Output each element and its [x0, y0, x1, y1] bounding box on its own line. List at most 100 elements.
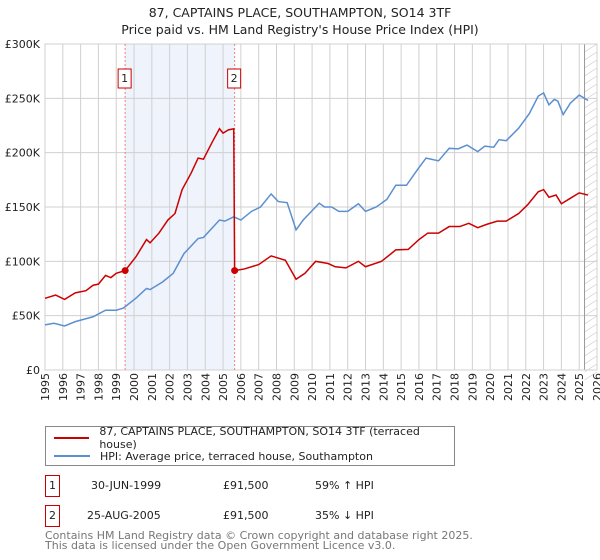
- sale-point: [121, 267, 129, 275]
- x-tick-label: 2004: [199, 373, 212, 401]
- chart-subtitle: Price paid vs. HM Land Registry's House …: [121, 22, 479, 37]
- sale-marker-label: 2: [231, 72, 238, 85]
- y-tick-label: £50K: [12, 310, 41, 323]
- forecast-hatch: [584, 75, 598, 85]
- forecast-hatch: [584, 355, 598, 365]
- x-tick-label: 2020: [484, 373, 497, 401]
- forecast-hatch: [584, 275, 598, 285]
- x-tick-label: 1997: [75, 373, 88, 401]
- x-tick-label: 2017: [431, 373, 444, 401]
- forecast-hatch: [584, 251, 598, 261]
- forecast-hatch: [584, 171, 598, 181]
- footer-licence: This data is licensed under the Open Gov…: [45, 539, 396, 552]
- forecast-hatch: [584, 267, 598, 277]
- y-tick-label: £100K: [5, 255, 41, 268]
- x-tick-label: 2015: [395, 373, 408, 401]
- marker-badge: 2: [45, 505, 60, 527]
- plot-border: [44, 43, 598, 371]
- forecast-hatch: [584, 83, 598, 93]
- forecast-hatch: [584, 227, 598, 237]
- forecast-hatch: [584, 51, 598, 61]
- forecast-hatch: [584, 307, 598, 317]
- forecast-hatch: [584, 163, 598, 173]
- forecast-hatch: [584, 99, 598, 109]
- x-tick-label: 2022: [520, 373, 533, 401]
- x-tick-label: 1998: [92, 373, 105, 401]
- forecast-hatch: [584, 195, 598, 205]
- forecast-hatch: [584, 131, 598, 141]
- x-tick-label: 2026: [591, 373, 600, 401]
- x-tick-label: 2018: [449, 373, 462, 401]
- x-tick-label: 1999: [110, 373, 123, 401]
- forecast-hatch: [584, 139, 598, 149]
- x-tick-label: 1995: [39, 373, 52, 401]
- sale-marker-box: [227, 68, 242, 89]
- forecast-hatch: [584, 283, 598, 293]
- x-tick-label: 2012: [342, 373, 355, 401]
- chart-title: 87, CAPTAINS PLACE, SOUTHAMPTON, SO14 3T…: [148, 5, 452, 20]
- x-tick-label: 2014: [377, 373, 390, 401]
- legend: 87, CAPTAINS PLACE, SOUTHAMPTON, SO14 3T…: [45, 425, 455, 466]
- hpi-change: 35% ↓ HPI: [315, 509, 374, 522]
- footer: Contains HM Land Registry data © Crown c…: [45, 529, 473, 552]
- sale-price: £91,500: [223, 479, 269, 492]
- legend-blue-line: [54, 455, 90, 457]
- y-tick-label: £250K: [5, 92, 41, 105]
- x-tick-label: 2016: [413, 373, 426, 401]
- forecast-hatch: [584, 347, 598, 357]
- y-tick-label: £200K: [5, 147, 41, 160]
- x-tick-label: 2023: [538, 373, 551, 401]
- forecast-hatch: [584, 59, 598, 69]
- footer-copyright: Contains HM Land Registry data © Crown c…: [45, 529, 473, 542]
- x-tick-label: 2019: [466, 373, 479, 401]
- forecast-hatch: [584, 291, 598, 301]
- price-chart: 1995 1996 1997 1998 1999 2000 2001 2002 2003 2004…: [5, 38, 600, 401]
- legend-item-property: 87, CAPTAINS PLACE, SOUTHAMPTON, SO14 3T…: [54, 425, 454, 451]
- hpi-change: 59% ↑ HPI: [315, 479, 374, 492]
- forecast-hatch: [584, 43, 598, 53]
- forecast-hatch: [584, 107, 598, 117]
- legend-item-hpi: HPI: Average price, terraced house, Sout…: [54, 448, 373, 464]
- x-tick-label: 2021: [502, 373, 515, 401]
- forecast-hatch: [584, 299, 598, 309]
- x-tick-label: 2001: [146, 373, 159, 401]
- forecast-hatch: [584, 243, 598, 253]
- forecast-hatch: [584, 211, 598, 221]
- forecast-hatch: [584, 235, 598, 245]
- forecast-hatch: [584, 155, 598, 165]
- sale-date: 30-JUN-1999: [91, 479, 162, 492]
- x-tick-label: 2007: [253, 373, 266, 401]
- sale-marker-box: [117, 68, 132, 89]
- sale-price: £91,500: [223, 509, 269, 522]
- y-tick-label: £300K: [5, 38, 41, 51]
- forecast-hatch: [584, 339, 598, 349]
- forecast-hatch: [584, 67, 598, 77]
- y-tick-label: £0: [26, 364, 40, 377]
- forecast-hatch: [584, 203, 598, 213]
- forecast-hatch: [584, 315, 598, 325]
- x-tick-label: 1996: [57, 373, 70, 401]
- x-tick-label: 2003: [181, 373, 194, 401]
- forecast-hatch: [584, 179, 598, 189]
- x-tick-label: 2008: [270, 373, 283, 401]
- legend-red-line: [54, 437, 90, 439]
- legend-label: 87, CAPTAINS PLACE, SOUTHAMPTON, SO14 3T…: [99, 425, 420, 451]
- forecast-hatch: [584, 371, 598, 381]
- forecast-hatch: [584, 115, 598, 125]
- sale-date: 25-AUG-2005: [87, 509, 161, 522]
- x-tick-label: 2010: [306, 373, 319, 401]
- x-tick-label: 2002: [164, 373, 177, 401]
- x-tick-label: 2000: [128, 373, 141, 401]
- sale-point: [231, 267, 239, 275]
- forecast-hatch: [584, 323, 598, 333]
- x-tick-label: 2009: [288, 373, 301, 401]
- forecast-hatch: [584, 363, 598, 373]
- marker-badge: 1: [45, 475, 60, 497]
- x-tick-label: 2013: [360, 373, 373, 401]
- forecast-hatch: [584, 123, 598, 133]
- x-tick-label: 2006: [235, 373, 248, 401]
- forecast-hatch: [584, 331, 598, 341]
- forecast-hatch: [584, 147, 598, 157]
- x-tick-label: 2024: [555, 373, 568, 401]
